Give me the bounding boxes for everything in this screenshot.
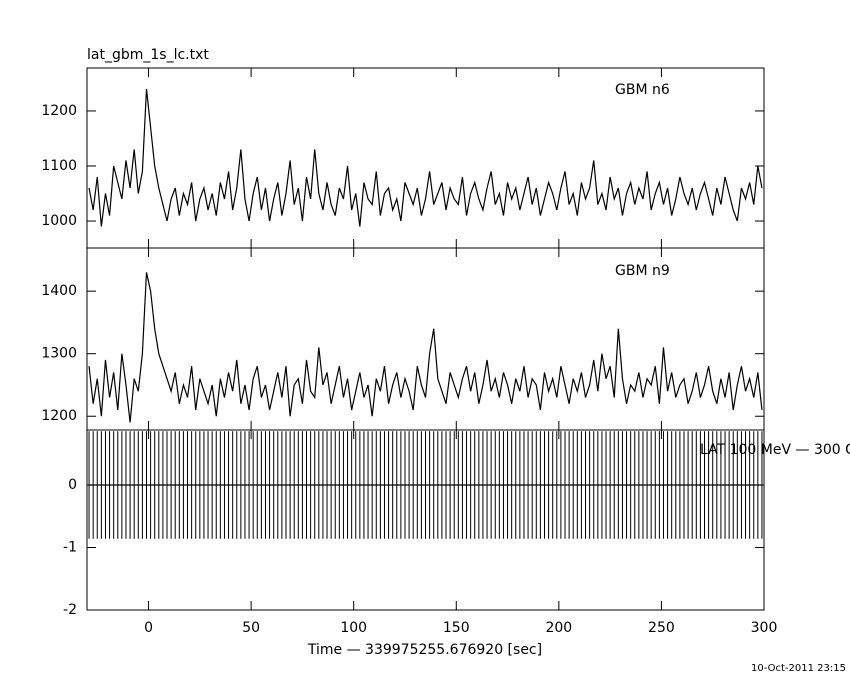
y-tick-label: 1200 <box>41 103 77 119</box>
y-tick-label: 1400 <box>41 283 77 299</box>
x-tick-label: 150 <box>443 620 470 636</box>
panel <box>88 431 763 539</box>
panel <box>88 88 763 227</box>
timestamp: 10-Oct-2011 23:15 <box>751 663 846 674</box>
y-tick-label: 1100 <box>41 158 77 174</box>
series-label: GBM n9 <box>615 263 670 279</box>
y-tick-label: 0 <box>68 477 77 493</box>
y-tick-label: 1000 <box>41 213 77 229</box>
series-label: GBM n6 <box>615 82 670 98</box>
y-tick-label: -2 <box>63 602 77 618</box>
y-tick-label: -1 <box>63 540 77 556</box>
x-tick-label: 250 <box>648 620 675 636</box>
panel-frame <box>86 429 765 611</box>
x-tick-label: 0 <box>144 620 153 636</box>
y-tick-label: 1200 <box>41 408 77 424</box>
x-tick-label: 50 <box>242 620 260 636</box>
x-tick-label: 100 <box>340 620 367 636</box>
x-tick-label: 200 <box>545 620 572 636</box>
panel <box>88 272 763 423</box>
series-label: LAT 100 MeV — 300 GeV <box>700 442 850 458</box>
series-line <box>88 272 763 423</box>
x-tick-label: 300 <box>751 620 778 636</box>
y-tick-label: 1300 <box>41 346 77 362</box>
x-axis-label: Time — 339975255.676920 [sec] <box>307 642 542 658</box>
chart-title: lat_gbm_1s_lc.txt <box>87 47 209 63</box>
series-line <box>88 88 763 227</box>
